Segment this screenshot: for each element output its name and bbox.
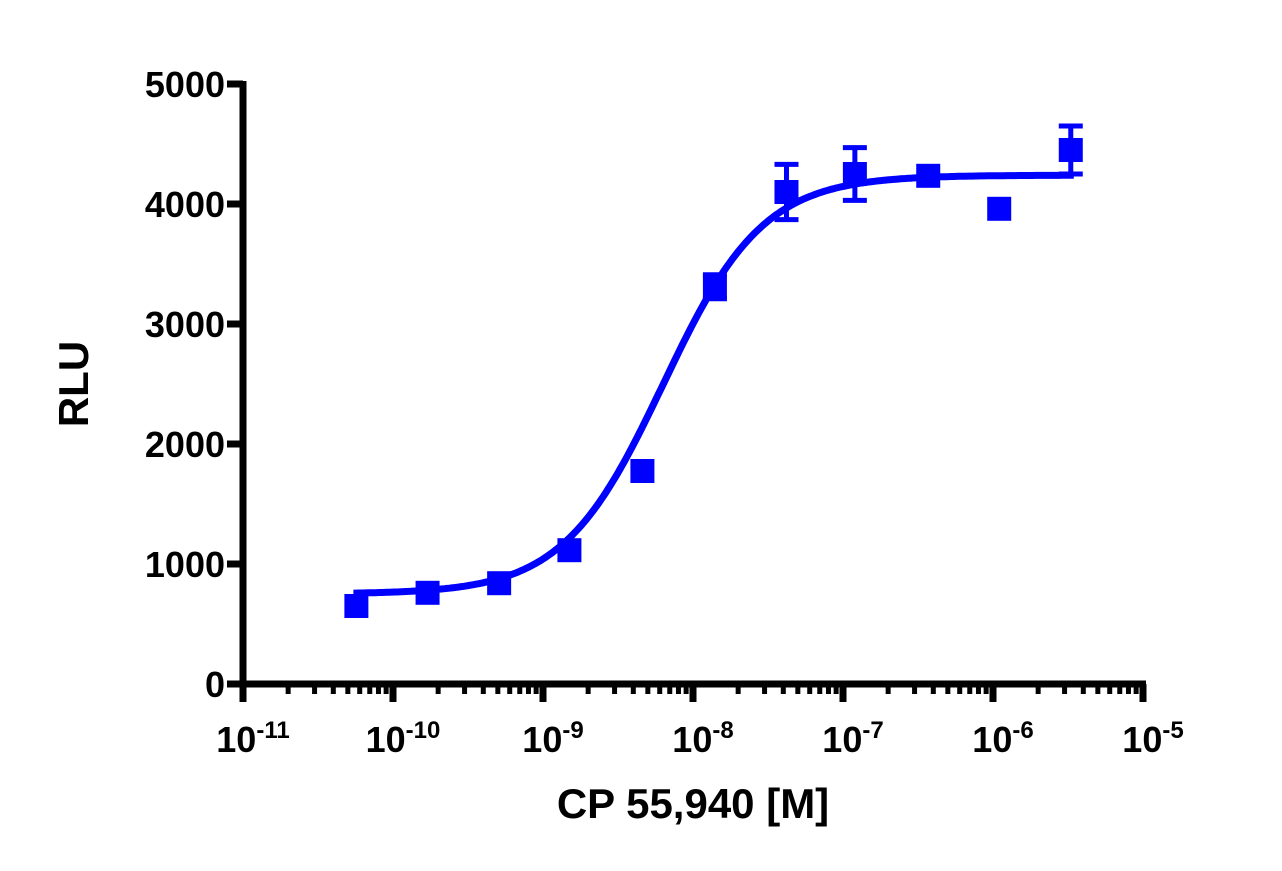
x-tick-label: 10-5 xyxy=(1122,717,1183,760)
y-tick-label: 0 xyxy=(205,664,225,705)
x-tick-label: 10-8 xyxy=(672,717,733,760)
fit-curve xyxy=(353,171,1074,597)
data-point xyxy=(774,180,799,204)
x-tick-label: 10-7 xyxy=(822,717,883,760)
x-tick-label: 10-9 xyxy=(522,717,583,760)
data-points xyxy=(344,123,1083,618)
y-tick-label: 5000 xyxy=(145,64,225,105)
data-point xyxy=(630,459,655,483)
y-tick-label: 2000 xyxy=(145,424,225,465)
x-tick-label: 10-6 xyxy=(972,717,1033,760)
x-axis-title: CP 55,940 [M] xyxy=(557,780,829,827)
axes xyxy=(227,80,1147,702)
y-tick-label: 4000 xyxy=(145,184,225,225)
x-tick-labels: 10-11 10-10 10-9 10-8 10-7 10-6 10-5 xyxy=(216,717,1183,760)
data-point xyxy=(415,580,440,605)
data-point xyxy=(842,162,867,186)
data-point xyxy=(557,538,582,563)
x-tick-label: 10-10 xyxy=(366,717,441,760)
data-point xyxy=(702,274,727,299)
data-point xyxy=(1058,138,1083,162)
data-point xyxy=(344,594,369,618)
y-tick-label: 1000 xyxy=(145,544,225,585)
y-axis-title: RLU xyxy=(50,341,97,427)
data-point xyxy=(487,571,512,596)
data-point xyxy=(916,163,941,188)
y-tick-label: 3000 xyxy=(145,304,225,345)
y-tick-labels: 0 1000 2000 3000 4000 5000 xyxy=(145,64,225,705)
data-point xyxy=(987,196,1012,221)
x-tick-label: 10-11 xyxy=(216,717,289,760)
